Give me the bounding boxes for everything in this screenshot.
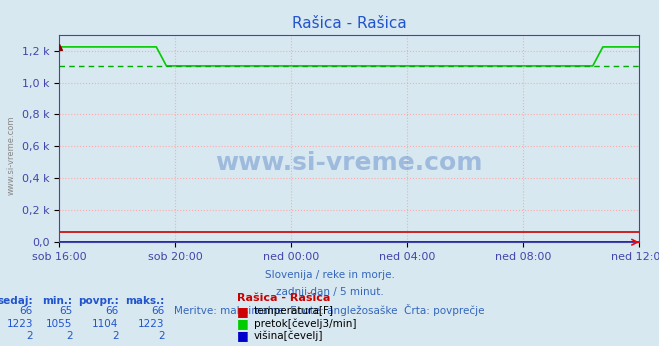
Text: www.si-vreme.com: www.si-vreme.com xyxy=(215,151,483,175)
Text: Slovenija / reke in morje.: Slovenija / reke in morje. xyxy=(264,270,395,280)
Text: min.:: min.: xyxy=(42,296,72,306)
Text: maks.:: maks.: xyxy=(125,296,165,306)
Text: 1223: 1223 xyxy=(7,319,33,328)
Text: 1223: 1223 xyxy=(138,319,165,328)
Text: 66: 66 xyxy=(105,307,119,316)
Text: www.si-vreme.com: www.si-vreme.com xyxy=(7,116,16,195)
Text: ■: ■ xyxy=(237,329,249,342)
Text: višina[čevelj]: višina[čevelj] xyxy=(254,330,323,341)
Text: 2: 2 xyxy=(66,331,72,340)
Text: Meritve: maksimalne  Enote: angležosaške  Črta: povprečje: Meritve: maksimalne Enote: angležosaške … xyxy=(174,304,485,317)
Text: zadnji dan / 5 minut.: zadnji dan / 5 minut. xyxy=(275,287,384,297)
Text: 66: 66 xyxy=(20,307,33,316)
Text: Rašica - Rašica: Rašica - Rašica xyxy=(237,293,331,303)
Text: 1055: 1055 xyxy=(46,319,72,328)
Text: 2: 2 xyxy=(158,331,165,340)
Text: ■: ■ xyxy=(237,305,249,318)
Text: 1104: 1104 xyxy=(92,319,119,328)
Text: 2: 2 xyxy=(26,331,33,340)
Text: 66: 66 xyxy=(152,307,165,316)
Text: temperatura[F]: temperatura[F] xyxy=(254,307,333,316)
Text: sedaj:: sedaj: xyxy=(0,296,33,306)
Text: pretok[čevelj3/min]: pretok[čevelj3/min] xyxy=(254,318,357,329)
Text: ■: ■ xyxy=(237,317,249,330)
Text: 65: 65 xyxy=(59,307,72,316)
Text: povpr.:: povpr.: xyxy=(78,296,119,306)
Text: 2: 2 xyxy=(112,331,119,340)
Title: Rašica - Rašica: Rašica - Rašica xyxy=(292,16,407,31)
